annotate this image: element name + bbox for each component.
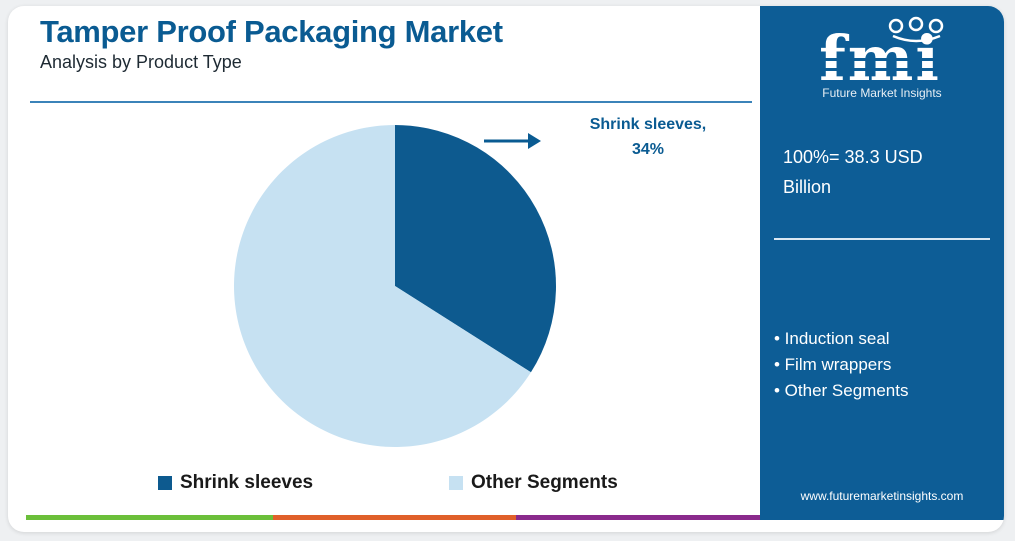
footer-accent-green — [26, 515, 273, 520]
market-total-unit: Billion — [783, 177, 832, 197]
legend-item-shrink-sleeves: Shrink sleeves — [158, 472, 313, 494]
chart-subtitle: Analysis by Product Type — [40, 52, 242, 72]
title-divider — [30, 101, 752, 103]
other-segments-list: • Induction seal • Film wrappers • Other… — [774, 326, 908, 404]
pie-chart — [233, 125, 556, 448]
market-total: 100%= 38.3 USD Billion — [783, 142, 983, 202]
website-url: www.futuremarketinsights.com — [800, 489, 964, 503]
callout-arrow-icon — [484, 133, 541, 149]
legend-label: Shrink sleeves — [180, 472, 314, 493]
legend-label: Other Segments — [471, 472, 618, 493]
pie-slice-shrink-sleeves — [395, 125, 556, 373]
footer-accent-purple — [516, 515, 760, 520]
footer-accent-orange — [273, 515, 516, 520]
callout-line-series: Shrink sleeves, — [589, 116, 707, 133]
list-item: • Film wrappers — [774, 355, 892, 374]
market-total-value: 100%= 38.3 USD — [783, 147, 923, 167]
infographic-card: Tamper Proof Packaging Market Analysis b… — [8, 6, 1004, 532]
legend-swatch — [158, 476, 172, 490]
fmi-logo: fmi — [798, 16, 962, 95]
pie-callout-label: Shrink sleeves, 34% — [568, 112, 728, 162]
legend-item-other-segments: Other Segments — [449, 472, 618, 494]
list-item: • Induction seal — [774, 329, 890, 348]
summary-panel: fmi Future Market Insights 100%= 38.3 US… — [760, 6, 1004, 520]
legend-swatch — [449, 476, 463, 490]
chart-title: Tamper Proof Packaging Market — [40, 14, 503, 49]
callout-line-value: 34% — [631, 141, 665, 158]
panel-divider — [774, 238, 990, 240]
pie-slice-other-segments — [233, 125, 531, 448]
logo-tagline: Future Market Insights — [822, 86, 942, 100]
list-item: • Other Segments — [774, 381, 909, 400]
